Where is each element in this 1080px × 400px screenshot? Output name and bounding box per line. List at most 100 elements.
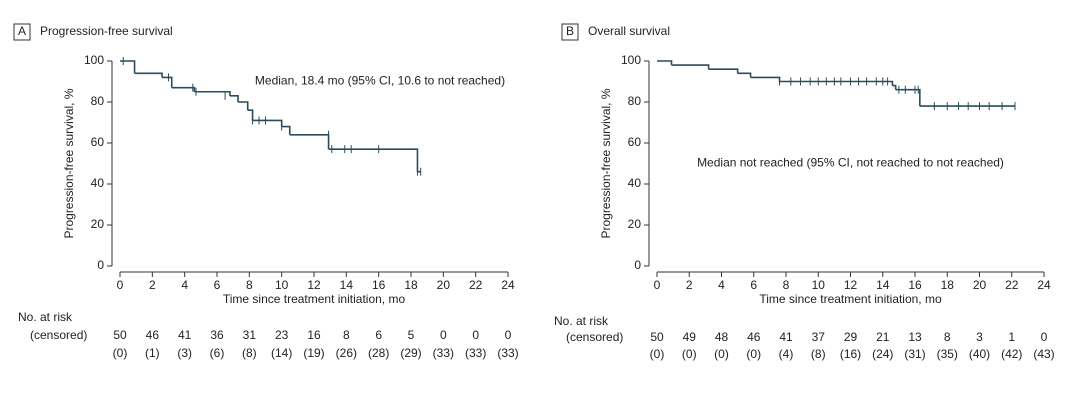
x-tick-label: 22 [1005,278,1019,292]
x-tick-label: 2 [686,278,693,292]
at-risk-count: 1 [1008,330,1015,344]
y-tick-label: 100 [84,53,104,67]
km-step [671,64,710,70]
x-tick-label: 2 [149,278,156,292]
at-risk-count: 21 [876,330,890,344]
x-tick-label: 14 [340,278,354,292]
km-step [120,60,136,74]
at-risk-count: 48 [715,330,729,344]
km-step [892,84,897,90]
x-tick-label: 4 [181,278,188,292]
km-step [247,109,254,121]
at-risk-count: 6 [375,328,382,342]
x-tick-label: 24 [501,278,515,292]
x-tick-label: 18 [404,278,418,292]
y-tick-label: 0 [97,258,104,272]
at-risk-count: 8 [944,330,951,344]
x-tick-label: 12 [307,278,321,292]
at-risk-count: 31 [243,328,257,342]
censored-count: (33) [497,346,518,360]
x-tick-label: 0 [117,278,124,292]
x-tick-label: 20 [973,278,987,292]
x-axis-title: Time since treatment initiation, mo [759,292,942,306]
at-risk-count: 16 [307,328,321,342]
panel-label: A [18,24,26,38]
y-tick-label: 80 [91,94,105,108]
km-step [657,60,673,66]
x-tick-label: 18 [941,278,955,292]
annotation: Median, 18.4 mo (95% CI, 10.6 to not rea… [255,74,505,88]
censored-count: (0) [682,347,697,361]
x-tick-label: 16 [908,278,922,292]
km-step [252,119,283,127]
censored-count: (0) [714,347,729,361]
risk-title: No. at risk [554,314,609,328]
y-tick-label: 100 [621,53,641,67]
km-step [229,95,239,102]
censored-count: (4) [779,347,794,361]
y-tick-label: 20 [628,217,642,231]
panel-label: B [566,24,574,38]
km-step [238,101,249,111]
y-tick-label: 40 [628,176,642,190]
panel-title: Progression-free survival [40,24,173,38]
at-risk-count: 0 [440,328,447,342]
x-tick-label: 10 [275,278,289,292]
km-step [134,72,163,78]
at-risk-count: 49 [683,330,697,344]
y-tick-label: 0 [634,258,641,272]
y-tick-label: 20 [91,217,105,231]
x-tick-label: 24 [1037,278,1051,292]
censored-count: (8) [242,346,257,360]
censored-count: (43) [1033,347,1054,361]
x-tick-label: 6 [214,278,221,292]
at-risk-count: 29 [844,330,858,344]
km-step [708,68,739,74]
at-risk-count: 36 [210,328,224,342]
km-step [289,134,330,150]
at-risk-count: 3 [976,330,983,344]
x-tick-label: 6 [750,278,757,292]
censored-count: (8) [811,347,826,361]
panel-title: Overall survival [588,24,670,38]
risk-subtitle: (censored) [566,330,623,344]
x-tick-label: 8 [783,278,790,292]
y-axis-title: Progression-free survival, % [599,88,613,238]
censored-count: (19) [303,346,324,360]
censored-count: (6) [210,346,225,360]
censored-count: (40) [969,347,990,361]
x-tick-label: 8 [246,278,253,292]
risk-title: No. at risk [18,310,73,324]
km-step [281,125,291,135]
km-step [328,148,419,172]
censored-count: (3) [177,346,192,360]
y-axis-title: Progression-free survival, % [62,88,76,238]
at-risk-count: 0 [1041,330,1048,344]
km-step [171,86,196,92]
panel-label-box [561,23,579,41]
at-risk-count: 0 [505,328,512,342]
x-tick-label: 10 [812,278,826,292]
censored-count: (0) [113,346,128,360]
at-risk-count: 8 [343,328,350,342]
censored-count: (0) [650,347,665,361]
at-risk-count: 41 [178,328,192,342]
censored-count: (16) [840,347,861,361]
y-tick-label: 60 [91,135,105,149]
x-tick-label: 16 [372,278,386,292]
at-risk-count: 0 [472,328,479,342]
at-risk-count: 23 [275,328,289,342]
censored-count: (35) [937,347,958,361]
km-step [162,76,173,88]
y-tick-label: 80 [628,94,642,108]
x-tick-label: 22 [469,278,483,292]
x-axis-title: Time since treatment initiation, mo [223,292,406,306]
y-tick-label: 60 [628,135,642,149]
panel-label-box [13,23,31,41]
censored-count: (26) [336,346,357,360]
censored-count: (31) [904,347,925,361]
x-tick-label: 0 [654,278,661,292]
